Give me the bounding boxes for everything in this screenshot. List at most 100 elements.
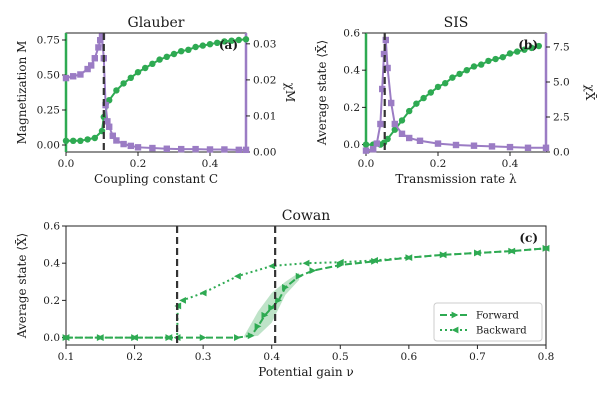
data-point bbox=[434, 83, 442, 91]
series-line-left bbox=[66, 38, 247, 142]
panel-a bbox=[62, 32, 250, 156]
data-point bbox=[282, 283, 289, 291]
data-point bbox=[295, 272, 303, 280]
data-point bbox=[178, 145, 185, 153]
data-point bbox=[384, 64, 391, 72]
data-point bbox=[62, 334, 70, 341]
panel-c bbox=[62, 225, 550, 349]
data-point bbox=[524, 144, 532, 151]
data-point bbox=[405, 254, 413, 262]
data-point bbox=[434, 140, 442, 147]
data-point bbox=[134, 69, 142, 76]
data-point bbox=[380, 50, 388, 58]
data-point bbox=[206, 146, 214, 153]
data-point bbox=[456, 70, 463, 78]
y-tick-label: 0.4 bbox=[43, 258, 60, 270]
data-point bbox=[199, 42, 206, 49]
data-point bbox=[371, 256, 378, 264]
x-tick-label: 0.5 bbox=[332, 351, 349, 363]
x-tick-label: 0.8 bbox=[538, 351, 555, 363]
y-tick-label: 0.0 bbox=[43, 332, 60, 344]
data-point bbox=[463, 66, 470, 74]
data-point bbox=[254, 323, 262, 330]
data-point bbox=[485, 57, 492, 65]
x-tick-label: 0.4 bbox=[502, 158, 519, 170]
x-tick-label: 0.7 bbox=[469, 351, 486, 363]
data-point bbox=[362, 147, 370, 154]
data-point bbox=[127, 74, 134, 82]
data-point bbox=[192, 145, 199, 153]
data-point bbox=[235, 146, 242, 154]
data-point bbox=[192, 43, 199, 51]
data-point bbox=[170, 50, 178, 58]
y-tick-label: 0.25 bbox=[37, 105, 60, 117]
data-point bbox=[391, 120, 398, 128]
y-tick-label: 0.75 bbox=[37, 35, 60, 47]
legend-marker bbox=[451, 311, 459, 319]
data-point bbox=[113, 87, 120, 94]
data-point bbox=[377, 120, 384, 128]
data-point bbox=[214, 39, 221, 46]
data-point bbox=[406, 107, 413, 115]
data-point bbox=[379, 85, 386, 93]
data-point bbox=[535, 42, 542, 50]
data-point bbox=[131, 334, 138, 341]
data-point bbox=[242, 146, 250, 154]
data-point bbox=[142, 64, 149, 72]
data-point bbox=[384, 135, 391, 143]
y-tick-label: 0.0 bbox=[343, 139, 360, 151]
data-point bbox=[242, 36, 250, 43]
data-point bbox=[478, 61, 485, 68]
x-tick-label: 0.6 bbox=[401, 351, 418, 363]
data-point bbox=[104, 118, 111, 125]
data-point bbox=[185, 46, 192, 53]
data-point bbox=[275, 296, 282, 304]
y2-tick-label: 0.0 bbox=[553, 147, 570, 159]
data-point bbox=[109, 132, 116, 139]
data-point bbox=[268, 262, 276, 270]
data-point bbox=[362, 141, 370, 148]
data-point bbox=[70, 137, 77, 144]
data-point bbox=[268, 304, 276, 312]
data-point bbox=[62, 137, 70, 144]
data-point bbox=[416, 137, 424, 144]
data-point bbox=[521, 46, 528, 53]
y2-tick-label: 0.03 bbox=[253, 38, 276, 50]
data-point bbox=[91, 55, 98, 62]
chart-title: SIS bbox=[444, 15, 469, 31]
data-point bbox=[247, 332, 255, 340]
data-point bbox=[488, 143, 496, 150]
y2-tick-label: 0.01 bbox=[253, 110, 276, 122]
data-point bbox=[309, 267, 317, 275]
x-tick-label: 0.2 bbox=[430, 158, 447, 170]
data-point bbox=[156, 56, 163, 63]
data-point bbox=[91, 134, 99, 142]
data-point bbox=[442, 80, 449, 87]
data-point bbox=[98, 33, 106, 40]
y-tick-label: 0.6 bbox=[43, 221, 60, 233]
y-tick-label: 0.50 bbox=[37, 70, 60, 82]
panel-label: (b) bbox=[518, 38, 538, 52]
data-point bbox=[470, 63, 478, 70]
y2-axis-label: χX̄ bbox=[583, 85, 598, 101]
data-point bbox=[84, 65, 91, 73]
data-point bbox=[127, 142, 134, 150]
data-point bbox=[70, 73, 77, 80]
data-point bbox=[398, 117, 406, 124]
y-axis-label: Magnetization M bbox=[15, 41, 29, 145]
data-point bbox=[499, 53, 506, 61]
x-tick-label: 0.1 bbox=[58, 351, 75, 363]
data-point bbox=[261, 311, 269, 319]
data-point bbox=[88, 62, 95, 69]
x-tick-label: 0.0 bbox=[58, 158, 75, 170]
data-point bbox=[228, 37, 235, 44]
x-axis-label: Potential gain ν bbox=[258, 365, 353, 379]
data-point bbox=[77, 137, 84, 144]
panel-label: (c) bbox=[519, 231, 538, 245]
y-axis-label: Average state ⟨X̄⟩ bbox=[14, 233, 29, 339]
data-point bbox=[221, 38, 228, 45]
data-point bbox=[120, 140, 127, 148]
x-tick-label: 0.4 bbox=[202, 158, 219, 170]
y-tick-label: 0.2 bbox=[43, 295, 60, 307]
data-point bbox=[391, 126, 398, 133]
